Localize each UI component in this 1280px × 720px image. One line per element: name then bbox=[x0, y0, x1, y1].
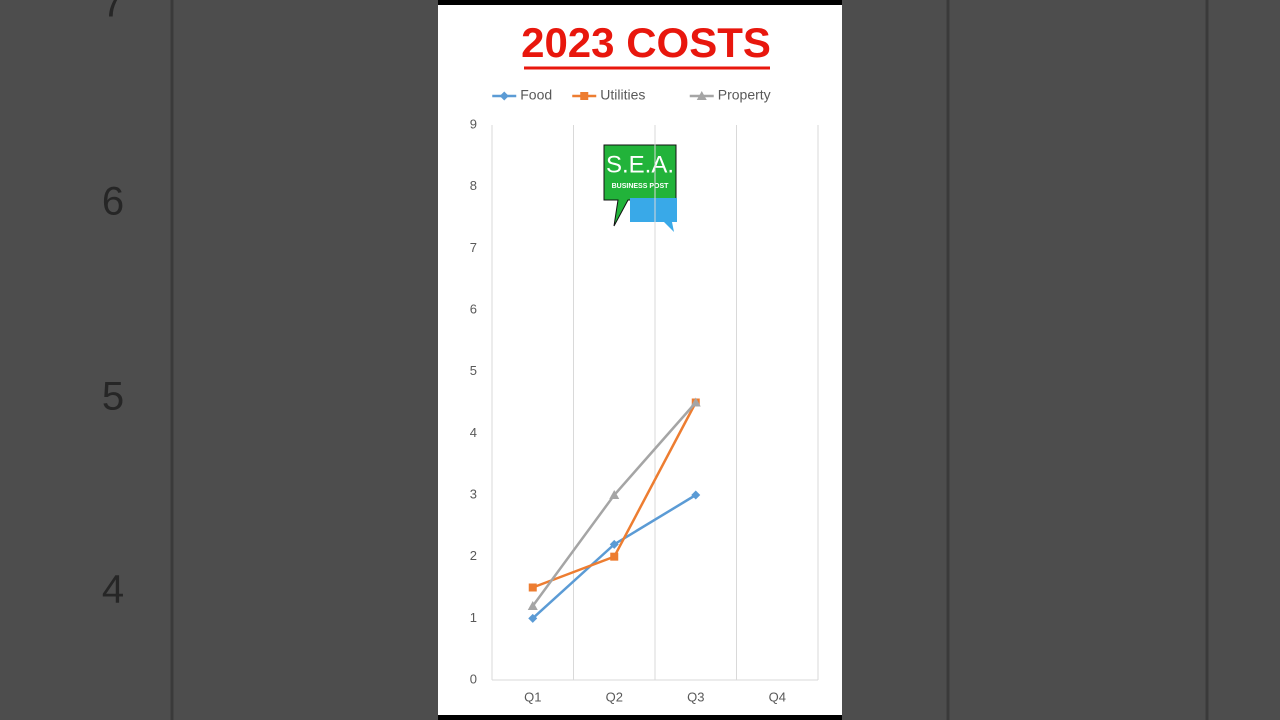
legend-marker bbox=[696, 91, 707, 100]
row-number: 6 bbox=[102, 180, 124, 224]
logo: S.E.A. BUSINESS POST bbox=[603, 144, 677, 232]
legend-label: Utilities bbox=[600, 87, 645, 103]
data-point bbox=[528, 583, 537, 592]
x-tick-label: Q4 bbox=[769, 689, 786, 704]
chart: 0 1 2 3 4 5 6 7 8 9 Q1 Q2 Q3 Q4 Food Utilities Property bbox=[470, 87, 819, 704]
y-tick-label: 6 bbox=[470, 301, 477, 316]
x-tick-label: Q1 bbox=[524, 689, 541, 704]
row-number: 7 bbox=[102, 0, 124, 26]
data-point bbox=[691, 490, 701, 500]
y-tick-label: 4 bbox=[470, 425, 477, 440]
data-point bbox=[609, 539, 619, 549]
x-tick-label: Q2 bbox=[606, 689, 623, 704]
logo-name: S.E.A. bbox=[606, 151, 674, 178]
data-point bbox=[690, 397, 701, 407]
logo-subtitle: BUSINESS POST bbox=[612, 183, 670, 190]
data-point bbox=[609, 490, 620, 499]
data-point bbox=[610, 552, 619, 561]
chart-panel bbox=[438, 5, 842, 715]
y-tick-label: 5 bbox=[470, 363, 477, 378]
row-number: 4 bbox=[102, 568, 124, 612]
logo-bubble-blue bbox=[630, 198, 677, 232]
data-point bbox=[528, 613, 538, 623]
x-tick-label: Q3 bbox=[687, 689, 704, 704]
data-point bbox=[527, 601, 538, 610]
y-tick-label: 0 bbox=[470, 671, 477, 686]
legend-label: Food bbox=[520, 87, 552, 103]
chart-title: 2023 COSTS bbox=[521, 19, 771, 66]
y-tick-label: 1 bbox=[470, 610, 477, 625]
logo-bubble bbox=[603, 144, 677, 227]
y-tick-label: 8 bbox=[470, 178, 477, 193]
y-tick-label: 9 bbox=[470, 116, 477, 131]
legend-marker bbox=[580, 92, 589, 100]
y-tick-label: 7 bbox=[470, 240, 477, 255]
legend-marker bbox=[499, 91, 509, 101]
y-tick-label: 3 bbox=[470, 486, 477, 501]
y-tick-label: 2 bbox=[470, 548, 477, 563]
row-number: 5 bbox=[102, 375, 124, 419]
legend-label: Property bbox=[718, 87, 771, 103]
